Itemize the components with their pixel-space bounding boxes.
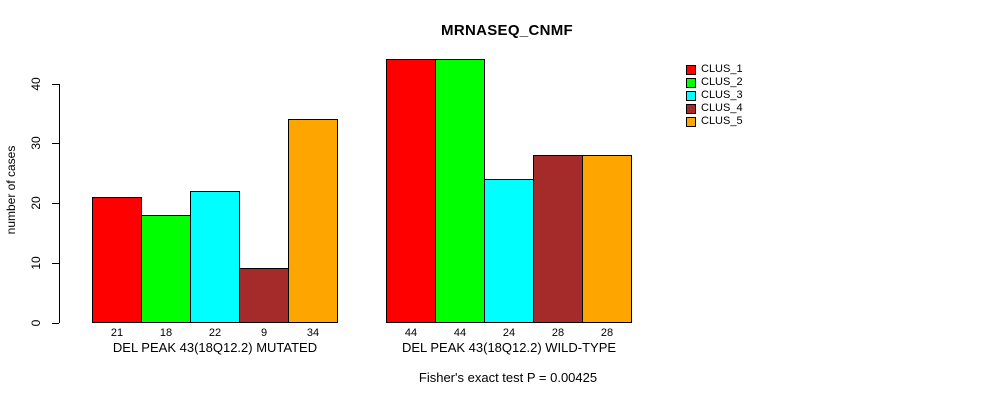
legend-item-clus_5: CLUS_5 xyxy=(686,115,743,128)
bar-clus_1-group1 xyxy=(92,197,142,323)
bar-value-label: 44 xyxy=(404,327,418,339)
y-tick-label: 30 xyxy=(29,136,43,150)
y-axis-title: number of cases xyxy=(4,145,18,235)
legend-swatch-icon xyxy=(686,90,696,101)
y-tick-label: 0 xyxy=(29,319,43,327)
y-tick-mark xyxy=(52,323,59,324)
legend-swatch-icon xyxy=(686,64,696,75)
legend-label: CLUS_4 xyxy=(701,102,743,114)
legend-label: CLUS_5 xyxy=(701,115,743,127)
y-tick-label: 20 xyxy=(29,196,43,210)
legend-swatch-icon xyxy=(686,116,696,127)
fisher-test-annotation: Fisher's exact test P = 0.00425 xyxy=(418,370,598,385)
bar-clus_4-group1 xyxy=(239,268,289,323)
legend-swatch-icon xyxy=(686,103,696,114)
y-axis-line xyxy=(59,84,60,323)
y-tick-mark xyxy=(52,263,59,264)
bar-clus_3-group1 xyxy=(190,191,240,323)
legend-item-clus_1: CLUS_1 xyxy=(686,63,743,76)
x-group-label-mutated: DEL PEAK 43(18Q12.2) MUTATED xyxy=(112,340,318,355)
y-tick-mark xyxy=(52,143,59,144)
bar-clus_4-group2 xyxy=(533,155,583,323)
legend-swatch-icon xyxy=(686,77,696,88)
bar-value-label: 22 xyxy=(208,327,222,339)
bar-clus_5-group1 xyxy=(288,119,338,323)
legend-item-clus_4: CLUS_4 xyxy=(686,102,743,115)
y-tick-mark xyxy=(52,84,59,85)
legend-label: CLUS_3 xyxy=(701,89,743,101)
y-tick-label: 40 xyxy=(29,77,43,91)
legend-item-clus_2: CLUS_2 xyxy=(686,76,743,89)
bar-value-label: 9 xyxy=(260,327,268,339)
bar-clus_2-group1 xyxy=(141,215,191,323)
bar-value-label: 28 xyxy=(551,327,565,339)
chart-title: MRNASEQ_CNMF xyxy=(441,22,573,39)
bar-clus_5-group2 xyxy=(582,155,632,323)
legend-label: CLUS_2 xyxy=(701,76,743,88)
bar-clus_2-group2 xyxy=(435,59,485,323)
legend: CLUS_1 CLUS_2 CLUS_3 CLUS_4 CLUS_5 xyxy=(686,63,743,128)
y-tick-mark xyxy=(52,203,59,204)
bar-value-label: 28 xyxy=(600,327,614,339)
y-tick-label: 10 xyxy=(29,256,43,270)
legend-label: CLUS_1 xyxy=(701,63,743,75)
bar-value-label: 34 xyxy=(306,327,320,339)
bar-value-label: 21 xyxy=(110,327,124,339)
bar-value-label: 44 xyxy=(453,327,467,339)
x-group-label-wildtype: DEL PEAK 43(18Q12.2) WILD-TYPE xyxy=(401,340,617,355)
bar-clus_1-group2 xyxy=(386,59,436,323)
bar-value-label: 18 xyxy=(159,327,173,339)
bar-value-label: 24 xyxy=(502,327,516,339)
legend-item-clus_3: CLUS_3 xyxy=(686,89,743,102)
bar-clus_3-group2 xyxy=(484,179,534,323)
